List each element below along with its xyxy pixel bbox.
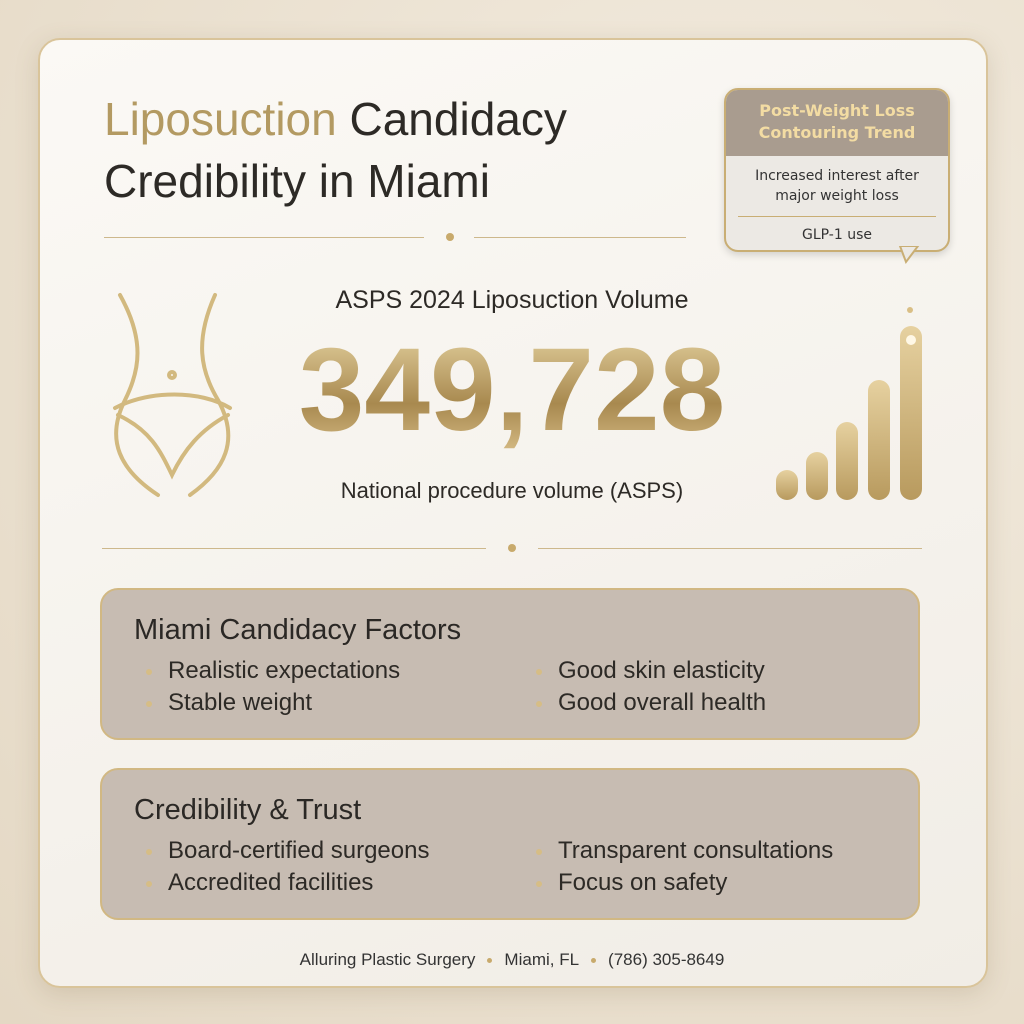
panel-item: Good overall health [524, 689, 914, 717]
callout-title: Post-Weight Loss Contouring Trend [726, 90, 948, 156]
panel-items: Realistic expectations Good skin elastic… [134, 657, 886, 717]
panel-item: Stable weight [134, 689, 524, 717]
panel-item: Board-certified surgeons [134, 837, 524, 865]
footer-location: Miami, FL [504, 950, 580, 969]
title-rest: Candidacy Credibility in Miami [104, 93, 567, 207]
panel-item: Good skin elasticity [524, 657, 914, 685]
divider [102, 548, 486, 549]
divider [474, 237, 686, 238]
title: Liposuction Candidacy Credibility in Mia… [104, 88, 704, 212]
divider [104, 237, 424, 238]
panel-item: Transparent consultations [524, 837, 914, 865]
panel-items: Board-certified surgeons Transparent con… [134, 837, 886, 897]
callout-footer: GLP-1 use [738, 216, 936, 243]
divider-dot [508, 544, 516, 552]
stat-label: ASPS 2024 Liposuction Volume [335, 286, 689, 314]
panel-item: Realistic expectations [134, 657, 524, 685]
divider-dot [446, 233, 454, 241]
callout-tail [898, 246, 920, 265]
separator [591, 958, 597, 964]
body-icon [113, 293, 232, 497]
panel: Credibility & Trust Board-certified surg… [100, 768, 920, 920]
divider [538, 548, 922, 549]
growth-icon [776, 307, 922, 500]
panel-title: Credibility & Trust [134, 794, 362, 826]
footer-phone: (786) 305-8649 [608, 950, 725, 969]
panel-item: Focus on safety [524, 869, 914, 897]
separator [487, 958, 493, 964]
stat-value: 349,728 [200, 322, 824, 458]
callout: Post-Weight Loss Contouring Trend Increa… [724, 88, 950, 252]
footer-name: Alluring Plastic Surgery [299, 950, 476, 969]
panel-title: Miami Candidacy Factors [134, 614, 462, 646]
panel-item: Accredited facilities [134, 869, 524, 897]
stat-caption: National procedure volume (ASPS) [340, 478, 684, 503]
footer: Alluring Plastic Surgery Miami, FL (786) 3… [0, 950, 1024, 970]
callout-body: Increased interest after major weight lo… [755, 168, 919, 204]
title-highlight: Liposuction [104, 93, 337, 145]
panel: Miami Candidacy Factors Realistic expect… [100, 588, 920, 740]
